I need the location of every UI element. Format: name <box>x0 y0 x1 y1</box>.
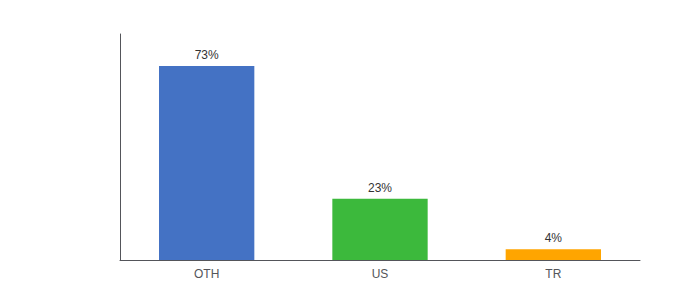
svg-text:4%: 4% <box>545 231 563 245</box>
svg-text:23%: 23% <box>368 181 392 195</box>
svg-text:73%: 73% <box>195 48 219 62</box>
svg-text:TR: TR <box>545 267 561 281</box>
svg-text:US: US <box>372 267 389 281</box>
svg-text:OTH: OTH <box>194 267 219 281</box>
